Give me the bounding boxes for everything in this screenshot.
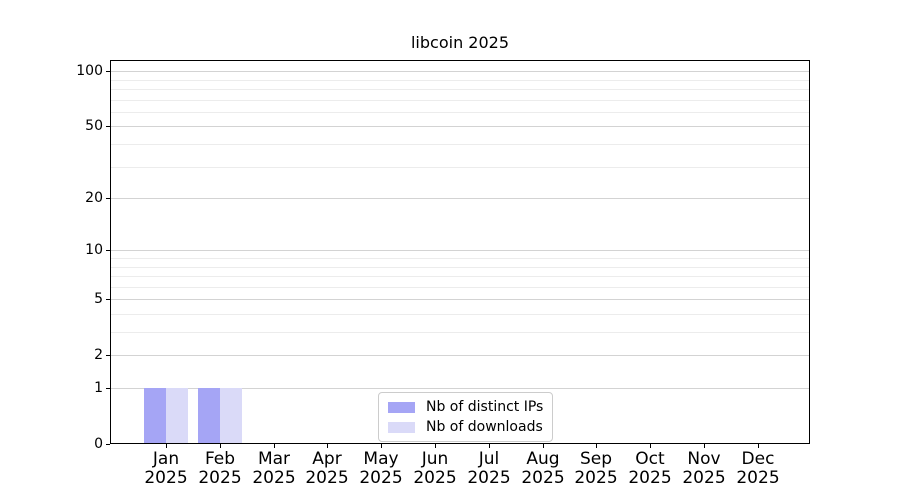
x-tick-mark: [704, 444, 705, 448]
x-tick-label: Dec 2025: [736, 450, 779, 488]
x-tick-label: Jan 2025: [144, 450, 187, 488]
y-minor-gridline: [110, 267, 810, 268]
x-tick-mark: [435, 444, 436, 448]
y-tick-label: 2: [94, 347, 103, 363]
x-tick-label: Oct 2025: [628, 450, 671, 488]
y-tick-label: 20: [85, 190, 103, 206]
x-tick-year: 2025: [736, 468, 780, 488]
y-tick-mark: [106, 444, 110, 445]
x-tick-label: Sep 2025: [574, 450, 617, 488]
x-tick-year: 2025: [144, 468, 188, 488]
plot-border: [110, 60, 810, 444]
y-gridline: [110, 355, 810, 356]
x-tick-mark: [489, 444, 490, 448]
x-tick-label: Aug 2025: [521, 450, 564, 488]
y-minor-gridline: [110, 80, 810, 81]
x-tick-month: Jun: [421, 449, 449, 469]
y-gridline: [110, 198, 810, 199]
x-tick-month: Apr: [312, 449, 342, 469]
y-tick-label: 100: [76, 63, 103, 79]
x-tick-label: Apr 2025: [305, 450, 348, 488]
y-tick-mark: [106, 198, 110, 199]
x-tick-year: 2025: [305, 468, 349, 488]
x-tick-year: 2025: [198, 468, 242, 488]
y-tick-label: 0: [94, 436, 103, 452]
x-tick-year: 2025: [413, 468, 457, 488]
x-tick-month: Mar: [257, 449, 291, 469]
x-tick-mark: [166, 444, 167, 448]
x-tick-mark: [543, 444, 544, 448]
x-tick-mark: [274, 444, 275, 448]
y-minor-gridline: [110, 89, 810, 90]
bar-downloads: [166, 388, 188, 444]
x-tick-mark: [758, 444, 759, 448]
legend-entry-distinct-ips: Nb of distinct IPs: [388, 397, 543, 417]
x-tick-year: 2025: [682, 468, 726, 488]
legend-swatch-downloads-icon: [388, 421, 415, 433]
x-tick-label: Jun 2025: [413, 450, 456, 488]
x-tick-year: 2025: [628, 468, 672, 488]
x-tick-label: Feb 2025: [198, 450, 241, 488]
y-tick-mark: [106, 299, 110, 300]
chart-title: libcoin 2025: [410, 33, 510, 52]
x-tick-mark: [220, 444, 221, 448]
x-tick-year: 2025: [574, 468, 618, 488]
x-tick-month: Feb: [204, 449, 236, 469]
y-gridline: [110, 299, 810, 300]
legend: Nb of distinct IPs Nb of downloads: [378, 392, 554, 442]
y-tick-mark: [106, 71, 110, 72]
x-tick-label: May 2025: [359, 450, 402, 488]
y-minor-gridline: [110, 100, 810, 101]
legend-label-distinct-ips: Nb of distinct IPs: [426, 399, 544, 415]
bar-distinct-ips: [198, 388, 220, 444]
y-minor-gridline: [110, 314, 810, 315]
y-gridline: [110, 250, 810, 251]
x-tick-label: Mar 2025: [252, 450, 295, 488]
x-tick-mark: [381, 444, 382, 448]
x-tick-month: Sep: [579, 449, 613, 469]
legend-swatch-distinct-ips-icon: [388, 401, 415, 413]
y-minor-gridline: [110, 258, 810, 259]
y-tick-mark: [106, 388, 110, 389]
y-tick-label: 5: [94, 291, 103, 307]
x-tick-year: 2025: [521, 468, 565, 488]
x-tick-month: Aug: [526, 449, 560, 469]
x-tick-label: Jul 2025: [467, 450, 510, 488]
x-tick-year: 2025: [252, 468, 296, 488]
bar-downloads: [220, 388, 242, 444]
y-gridline: [110, 126, 810, 127]
y-tick-mark: [106, 126, 110, 127]
x-tick-label: Nov 2025: [682, 450, 725, 488]
y-minor-gridline: [110, 167, 810, 168]
y-tick-label: 1: [94, 380, 103, 396]
x-tick-month: Jan: [152, 449, 180, 469]
x-tick-mark: [596, 444, 597, 448]
y-minor-gridline: [110, 287, 810, 288]
y-minor-gridline: [110, 276, 810, 277]
legend-entry-downloads: Nb of downloads: [388, 417, 543, 437]
y-minor-gridline: [110, 332, 810, 333]
x-tick-month: Nov: [687, 449, 721, 469]
x-tick-month: Dec: [741, 449, 775, 469]
y-minor-gridline: [110, 112, 810, 113]
x-tick-month: Oct: [635, 449, 665, 469]
bar-distinct-ips: [144, 388, 166, 444]
x-tick-mark: [327, 444, 328, 448]
y-tick-label: 50: [85, 118, 103, 134]
x-tick-mark: [650, 444, 651, 448]
y-gridline: [110, 71, 810, 72]
x-tick-month: May: [363, 449, 399, 469]
y-minor-gridline: [110, 144, 810, 145]
y-gridline: [110, 388, 810, 389]
y-tick-mark: [106, 355, 110, 356]
y-tick-label: 10: [85, 242, 103, 258]
x-tick-year: 2025: [467, 468, 511, 488]
x-tick-year: 2025: [359, 468, 403, 488]
legend-label-downloads: Nb of downloads: [426, 419, 543, 435]
y-tick-mark: [106, 250, 110, 251]
x-tick-month: Jul: [478, 449, 500, 469]
